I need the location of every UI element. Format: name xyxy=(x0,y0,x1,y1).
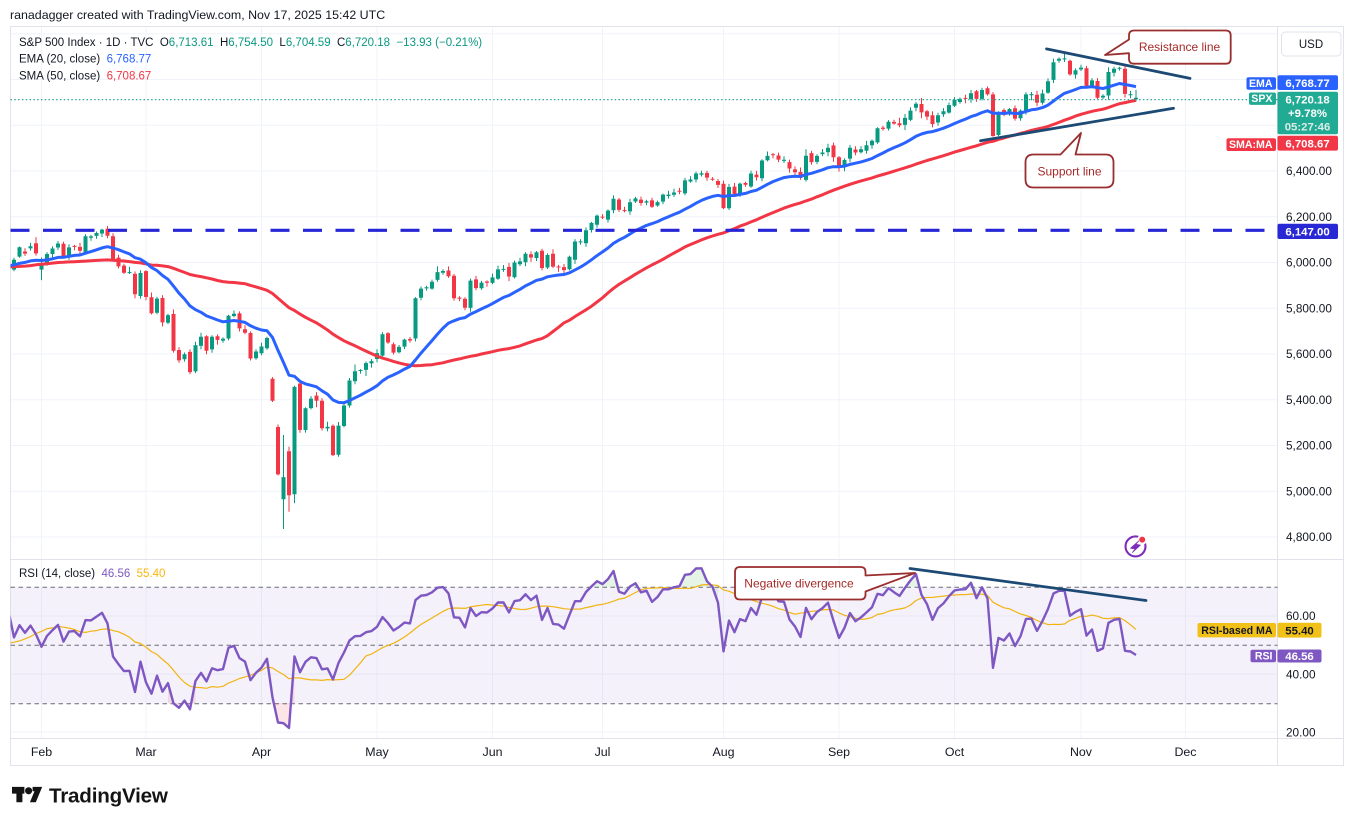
svg-text:Sep: Sep xyxy=(828,745,850,759)
svg-text:Jul: Jul xyxy=(595,745,611,759)
svg-text:TradingView: TradingView xyxy=(49,785,169,808)
svg-text:RSI-based MA: RSI-based MA xyxy=(1201,625,1273,637)
svg-text:Jun: Jun xyxy=(483,745,503,759)
svg-text:S&P 500 Index · 1D · TVC O6,7: S&P 500 Index · 1D · TVC O6,713.61 H6,75… xyxy=(19,37,482,49)
svg-text:5,200.00: 5,200.00 xyxy=(1286,439,1332,453)
svg-text:Oct: Oct xyxy=(945,745,965,759)
svg-text:5,800.00: 5,800.00 xyxy=(1286,301,1332,315)
svg-text:55.40: 55.40 xyxy=(1285,625,1314,637)
svg-text:5,400.00: 5,400.00 xyxy=(1286,393,1332,407)
svg-text:6,400.00: 6,400.00 xyxy=(1286,164,1332,178)
svg-text:6,768.77: 6,768.77 xyxy=(1285,78,1329,90)
svg-text:6,200.00: 6,200.00 xyxy=(1286,210,1332,224)
svg-text:EMA (20, close) 6,768.77: EMA (20, close) 6,768.77 xyxy=(19,54,151,66)
svg-text:Aug: Aug xyxy=(712,745,734,759)
svg-text:60.00: 60.00 xyxy=(1286,609,1316,623)
svg-text:USD: USD xyxy=(1299,39,1323,51)
svg-text:Apr: Apr xyxy=(252,745,271,759)
svg-text:Mar: Mar xyxy=(135,745,156,759)
svg-text:SMA:MA: SMA:MA xyxy=(1229,139,1273,151)
svg-text:05:27:46: 05:27:46 xyxy=(1285,122,1331,134)
svg-text:SMA (50, close) 6,708.67: SMA (50, close) 6,708.67 xyxy=(19,70,151,82)
svg-text:EMA: EMA xyxy=(1249,78,1273,90)
svg-text:5,000.00: 5,000.00 xyxy=(1286,484,1332,498)
svg-text:Nov: Nov xyxy=(1070,745,1093,759)
svg-text:Negative divergence: Negative divergence xyxy=(744,577,854,591)
svg-text:RSI: RSI xyxy=(1255,651,1273,663)
svg-text:Feb: Feb xyxy=(31,745,52,759)
svg-text:20.00: 20.00 xyxy=(1286,725,1316,739)
svg-text:Dec: Dec xyxy=(1174,745,1196,759)
svg-text:May: May xyxy=(365,745,389,759)
svg-text:5,600.00: 5,600.00 xyxy=(1286,347,1332,361)
svg-text:6,708.67: 6,708.67 xyxy=(1285,138,1329,150)
svg-text:46.56: 46.56 xyxy=(1285,651,1314,663)
svg-text:4,800.00: 4,800.00 xyxy=(1286,530,1332,544)
svg-text:Resistance line: Resistance line xyxy=(1139,40,1221,54)
svg-text:6,147.00: 6,147.00 xyxy=(1285,227,1329,239)
svg-text:SPX: SPX xyxy=(1251,93,1272,105)
svg-text:6,000.00: 6,000.00 xyxy=(1286,256,1332,270)
svg-text:+9.78%: +9.78% xyxy=(1288,108,1327,120)
svg-text:Support line: Support line xyxy=(1037,165,1101,179)
svg-text:40.00: 40.00 xyxy=(1286,667,1316,681)
svg-text:6,720.18: 6,720.18 xyxy=(1285,94,1329,106)
svg-text:ranadagger created with Tradin: ranadagger created with TradingView.com,… xyxy=(10,8,385,22)
svg-text:RSI (14, close) 46.56 55.40: RSI (14, close) 46.56 55.40 xyxy=(19,568,165,580)
